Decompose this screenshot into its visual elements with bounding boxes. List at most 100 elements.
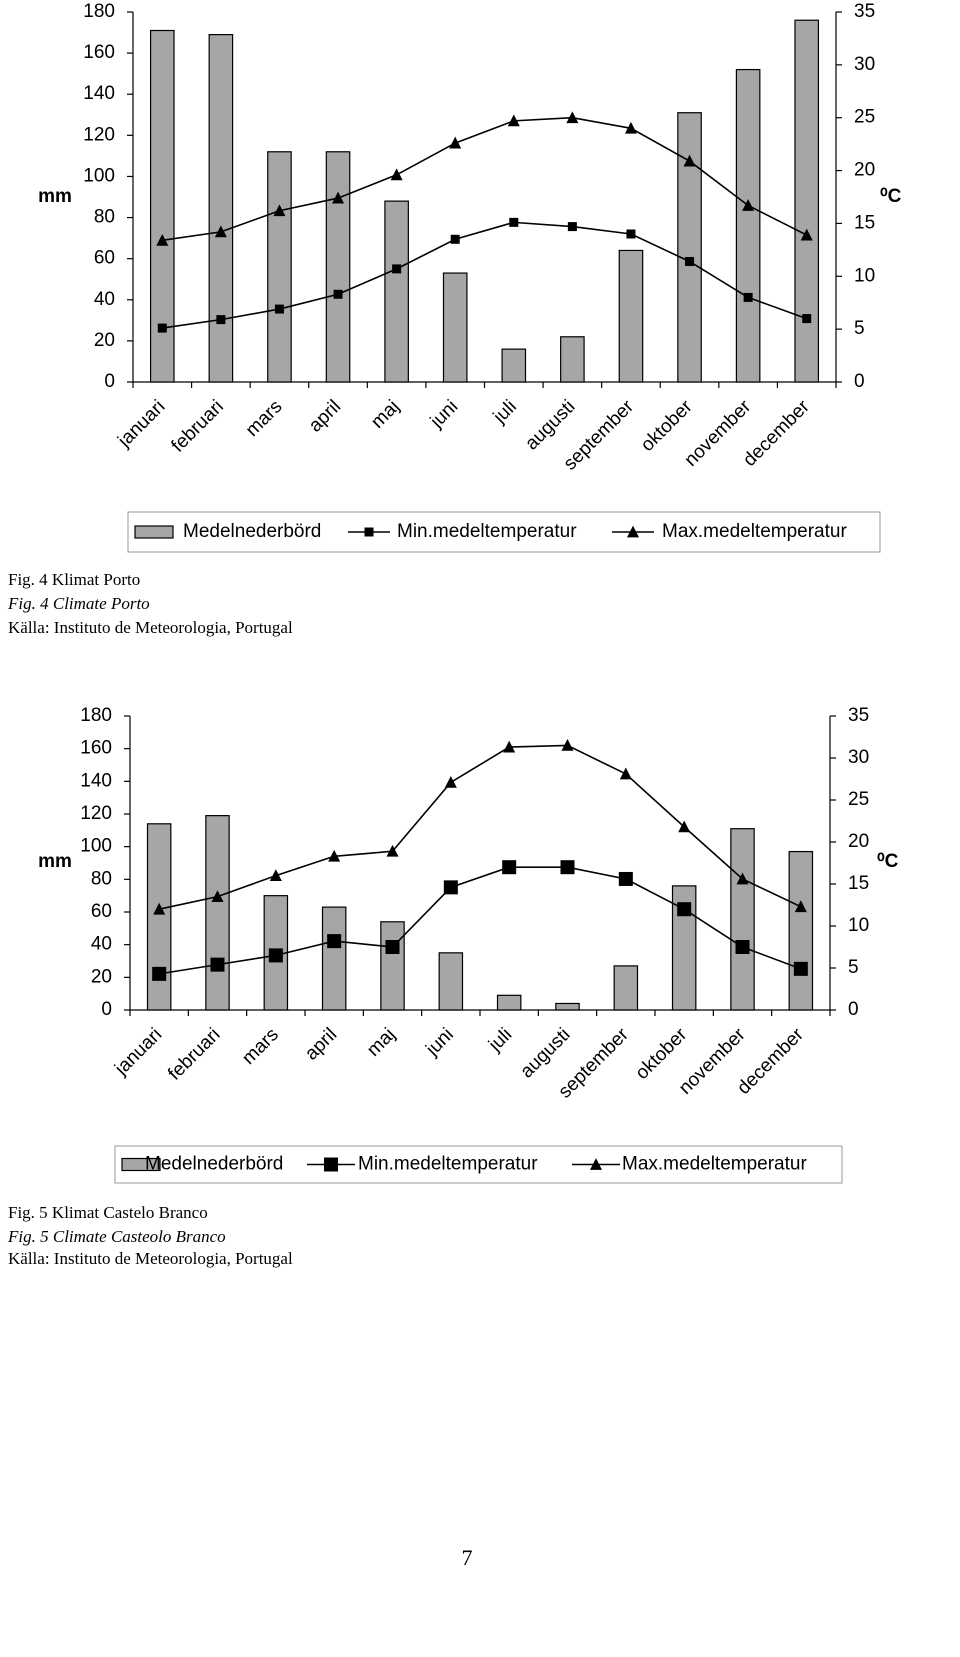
square-marker	[509, 217, 519, 227]
square-marker	[268, 948, 283, 963]
bar	[501, 348, 527, 383]
y-tick-label: 80	[94, 207, 115, 228]
chart: 0 20 40 60 80 100 120 140 160 180 0 5 10 15 20 25 30 35 mm…	[7, 705, 899, 1268]
y-tick-label: 80	[91, 868, 112, 889]
line	[158, 744, 802, 910]
square-marker	[626, 229, 636, 239]
triangle-marker	[566, 111, 579, 124]
y-tick-label: 60	[91, 901, 112, 922]
triangle-marker	[619, 767, 632, 780]
bar	[496, 994, 522, 1011]
y-tick-label: 0	[101, 999, 112, 1020]
y-tick-label: 180	[80, 705, 112, 726]
x-tick-label: maj	[363, 1024, 400, 1061]
square-marker	[333, 289, 343, 299]
square-marker	[502, 860, 517, 875]
x-tick-label: augusti	[521, 396, 579, 454]
y-tick-label: 100	[83, 165, 115, 186]
triangle-marker	[269, 869, 282, 881]
caption: Fig. 4 Klimat Porto	[8, 570, 140, 589]
y2-tick-label: 15	[854, 212, 875, 233]
bar	[325, 151, 351, 383]
y-tick-label: 40	[94, 289, 115, 310]
y-tick-label: 140	[80, 770, 112, 791]
bar	[677, 112, 702, 383]
square-marker	[216, 315, 226, 325]
legend-label: Min.medeltemperatur	[358, 1154, 538, 1175]
square-marker	[560, 860, 575, 875]
y2-tick-label: 15	[848, 873, 869, 894]
triangle-marker	[449, 136, 462, 149]
triangle-marker	[590, 1158, 602, 1170]
y2-tick-label: 35	[848, 705, 869, 726]
triangle-marker	[794, 900, 807, 913]
square-marker	[385, 940, 400, 954]
triangle-marker	[742, 199, 755, 211]
caption: Fig. 5 Climate Casteolo Branco	[7, 1227, 226, 1246]
y2-axis-label: ⁰C	[880, 186, 902, 207]
bar	[788, 850, 814, 1011]
square-marker	[685, 256, 695, 266]
y-tick-label: 20	[94, 330, 115, 351]
page-number: 7	[462, 1545, 473, 1570]
y-tick-label: 40	[91, 934, 112, 955]
triangle-marker	[386, 844, 399, 857]
bar	[671, 885, 697, 1011]
y2-tick-label: 0	[854, 371, 865, 392]
caption: Källa: Instituto de Meteorologia, Portug…	[8, 1249, 293, 1268]
y2-axis-label: ⁰C	[877, 851, 899, 872]
x-tick-label: augusti	[516, 1024, 574, 1082]
y-tick-label: 0	[104, 371, 115, 392]
triangle-marker	[503, 740, 516, 753]
y-tick-label: 140	[83, 83, 115, 104]
square-marker	[210, 957, 225, 972]
y2-tick-label: 5	[854, 318, 865, 339]
square-marker	[274, 304, 284, 314]
triangle-marker	[678, 820, 691, 833]
square-marker	[392, 264, 402, 274]
y2-tick-label: 30	[848, 747, 869, 768]
x-tick-label: mars	[242, 396, 287, 441]
square-marker	[152, 966, 167, 981]
x-tick-label: januari	[113, 396, 169, 452]
x-tick-label: april	[305, 396, 345, 436]
caption: Källa: Instituto de Meteorologia, Portug…	[8, 618, 293, 637]
line	[162, 221, 807, 329]
bar	[794, 19, 820, 383]
square-marker	[618, 871, 633, 886]
bar	[618, 249, 644, 383]
x-tick-label: februari	[164, 1024, 224, 1084]
triangle-marker	[153, 902, 166, 915]
square-marker	[567, 222, 577, 232]
triangle-marker	[507, 114, 520, 127]
triangle-marker	[211, 890, 224, 902]
bar	[384, 200, 409, 383]
y2-tick-label: 25	[854, 107, 875, 128]
y2-tick-label: 10	[848, 915, 869, 936]
legend-label: Medelnederbörd	[145, 1154, 283, 1175]
y2-tick-label: 20	[848, 831, 869, 852]
triangle-marker	[273, 204, 286, 217]
y2-tick-label: 35	[854, 1, 875, 22]
y-axis-label: mm	[38, 851, 72, 872]
y-tick-label: 100	[80, 836, 112, 857]
square-marker	[157, 323, 167, 333]
bar	[149, 29, 175, 383]
triangle-marker	[561, 739, 574, 751]
triangle-marker	[444, 775, 457, 788]
bar	[208, 34, 234, 383]
y2-tick-label: 10	[854, 265, 875, 286]
triangle-marker	[214, 225, 227, 238]
square-marker	[735, 940, 750, 954]
x-tick-label: juni	[426, 396, 462, 432]
bar	[730, 828, 755, 1011]
bar	[442, 272, 468, 383]
triangle-marker	[627, 525, 639, 538]
x-tick-label: januari	[110, 1024, 166, 1080]
x-tick-label: juli	[489, 396, 521, 428]
legend-label: Max.medeltemperatur	[622, 1154, 807, 1175]
x-tick-label: juli	[484, 1024, 516, 1056]
bar	[560, 336, 585, 383]
square-marker	[677, 902, 692, 917]
